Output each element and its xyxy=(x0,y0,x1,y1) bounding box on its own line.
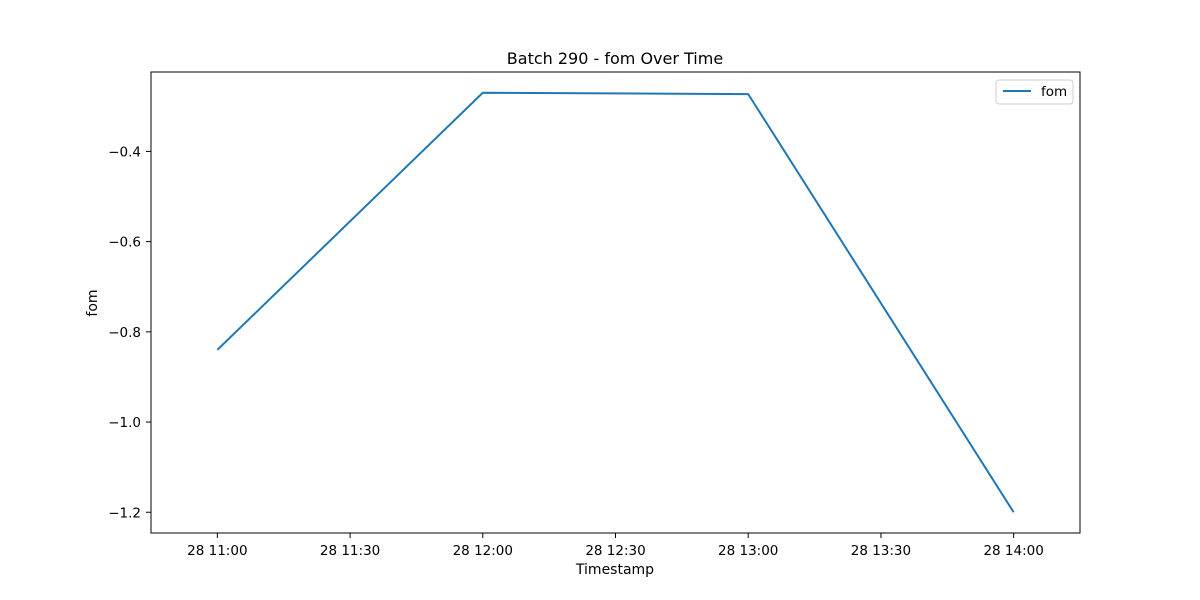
y-tick-label: −0.8 xyxy=(108,325,141,341)
x-tick-label: 28 12:00 xyxy=(453,543,513,559)
x-axis-label: Timestamp xyxy=(575,562,654,578)
x-tick-label: 28 11:00 xyxy=(187,543,247,559)
y-tick-label: −1.2 xyxy=(108,505,141,521)
x-tick-label: 28 13:30 xyxy=(851,543,911,559)
chart-title: Batch 290 - fom Over Time xyxy=(507,49,723,68)
y-axis-ticks: −1.2 −1.0 −0.8 −0.6 −0.4 xyxy=(108,144,151,521)
y-tick-label: −0.4 xyxy=(108,144,141,160)
x-tick-label: 28 11:30 xyxy=(320,543,380,559)
x-axis-ticks: 28 11:00 28 11:30 28 12:00 28 12:30 28 13:00… xyxy=(187,533,1044,559)
legend-label: fom xyxy=(1041,84,1067,100)
y-tick-label: −1.0 xyxy=(108,415,141,431)
y-tick-label: −0.6 xyxy=(108,235,141,251)
plot-area xyxy=(216,91,1015,513)
x-tick-label: 28 12:30 xyxy=(585,543,645,559)
legend-box xyxy=(995,79,1074,105)
y-axis-label: fom xyxy=(85,289,101,316)
x-tick-label: 28 14:00 xyxy=(983,543,1043,559)
plot-frame xyxy=(150,71,1081,534)
legend: fom xyxy=(995,79,1074,105)
series-line-fom xyxy=(216,91,1015,513)
x-tick-label: 28 13:00 xyxy=(718,543,778,559)
